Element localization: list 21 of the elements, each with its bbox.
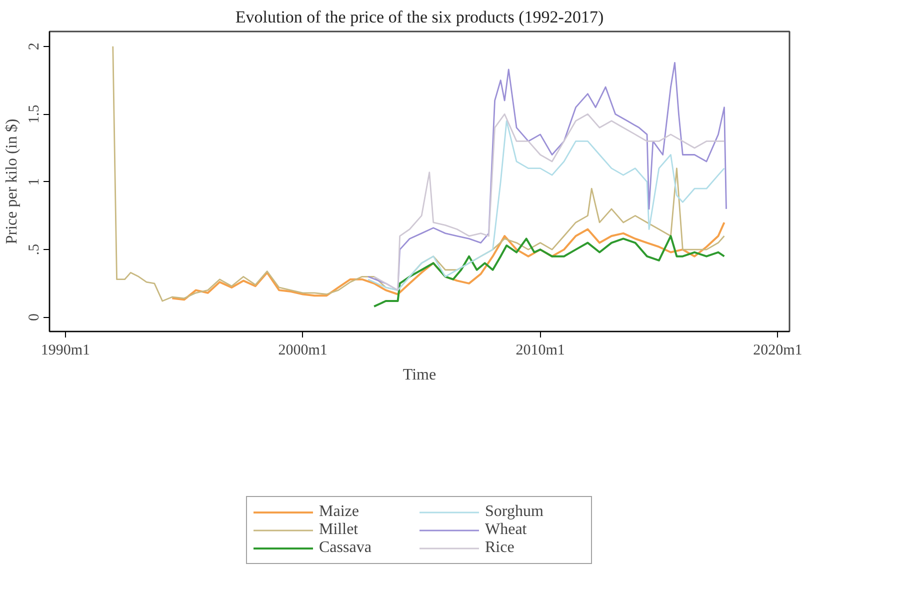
y-axis-title: Price per kilo (in $) [4,118,20,244]
line-series [373,235,726,308]
y-tick-label: 2 [26,42,42,50]
x-tick-label: 1990m1 [40,342,90,358]
x-tick-label: 2000m1 [278,342,328,358]
x-axis-title: Time [402,366,436,384]
x-tick-label: 2020m1 [753,342,802,358]
legend-label: Wheat [485,520,528,538]
legend-label: Maize [319,502,360,520]
x-tick-label: 2010m1 [516,342,565,358]
y-tick-label: 1 [26,178,42,186]
legend-label: Millet [319,520,360,538]
y-tick-label: 1.5 [26,104,42,124]
legend-label: Sorghum [485,502,544,520]
legend-label: Rice [485,538,516,556]
y-tick-label: 0 [26,314,42,322]
legend-label: Cassava [319,538,372,556]
line-series [112,46,725,302]
line-series [171,221,726,301]
chart-title: Evolution of the price of the six products (1992-2017) [235,8,604,26]
y-tick-label: .5 [26,244,42,256]
